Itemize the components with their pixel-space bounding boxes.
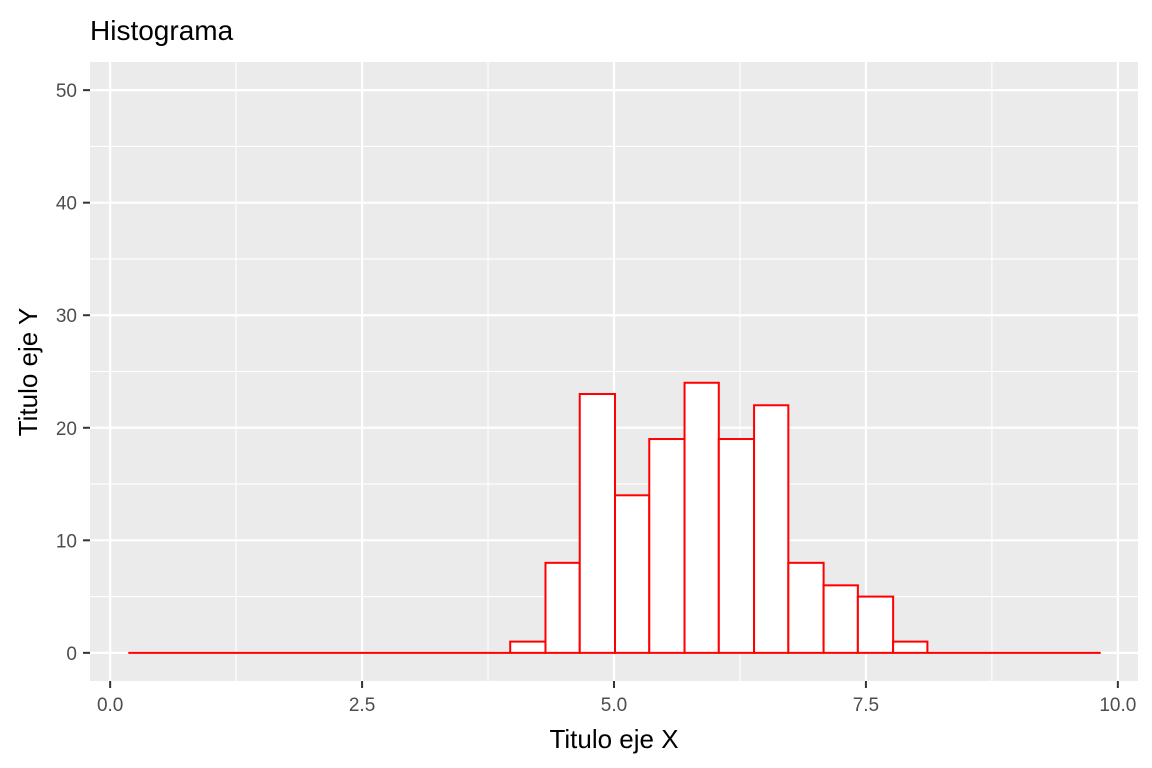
histogram-bar xyxy=(578,393,617,654)
y-tick-label: 30 xyxy=(56,306,77,327)
x-tick-label: 2.5 xyxy=(349,695,375,716)
y-axis-title: Titulo eje Y xyxy=(13,308,43,437)
histogram-bar xyxy=(892,640,929,654)
histogram-bar xyxy=(787,561,825,654)
histogram-bar xyxy=(856,595,895,654)
x-tick-label: 0.0 xyxy=(97,695,123,716)
histogram-bar xyxy=(683,381,720,654)
y-tick-label: 0 xyxy=(66,644,77,665)
y-tick-label: 50 xyxy=(56,81,77,102)
y-tick-label: 40 xyxy=(56,194,77,215)
x-axis: 0.0 2.5 5.0 7.5 10.0 xyxy=(97,681,1136,716)
y-axis: 0 10 20 30 40 50 xyxy=(56,81,90,665)
histogram-bar xyxy=(544,561,581,654)
histogram-bar xyxy=(614,494,651,654)
x-tick-label: 5.0 xyxy=(601,695,627,716)
histogram-bar xyxy=(717,438,756,654)
y-tick-label: 20 xyxy=(56,419,77,440)
chart-title: Histograma xyxy=(90,15,234,46)
x-tick-label: 10.0 xyxy=(1099,695,1136,716)
histogram-bar xyxy=(509,640,547,654)
histogram-bar xyxy=(822,584,859,654)
y-tick-label: 10 xyxy=(56,531,77,552)
histogram-bar xyxy=(753,404,790,654)
x-axis-title: Titulo eje X xyxy=(549,724,678,754)
x-tick-label: 7.5 xyxy=(853,695,879,716)
histogram-bar xyxy=(648,438,686,654)
histogram-bars xyxy=(128,381,1101,654)
